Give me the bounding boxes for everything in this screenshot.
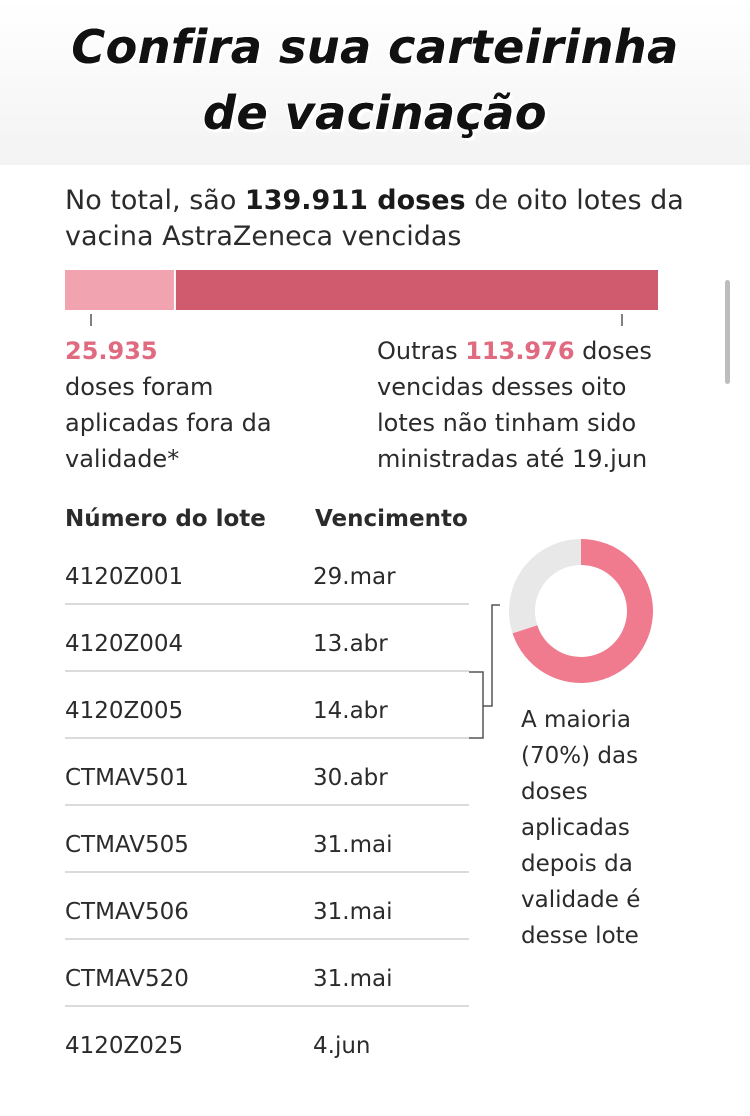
scrollbar-thumb[interactable] bbox=[725, 280, 730, 384]
expiry-cell: 29.mar bbox=[313, 564, 396, 590]
expiry-cell: 4.jun bbox=[313, 1033, 371, 1059]
expiry-cell: 13.abr bbox=[313, 631, 388, 657]
donut-note: A maioria (70%) das doses aplicadas depo… bbox=[521, 707, 641, 949]
lot-number-cell: CTMAV506 bbox=[65, 899, 189, 925]
not-applied-text-1: doses bbox=[574, 337, 652, 365]
not-applied-value: 113.976 bbox=[465, 337, 575, 365]
expiry-cell: 31.mai bbox=[313, 966, 393, 992]
intro-suffix: de oito lotes da vacina AstraZeneca venc… bbox=[65, 185, 684, 252]
lot-number-cell: 4120Z004 bbox=[65, 631, 184, 657]
title-line-2: de vacinação bbox=[203, 86, 547, 140]
expiry-cell: 31.mai bbox=[313, 832, 393, 858]
not-applied-text-2: vencidas desses oito lotes não tinham si… bbox=[377, 373, 648, 473]
header-expiry: Vencimento bbox=[315, 506, 468, 532]
applied-text: doses foram aplicadas fora da validade* bbox=[65, 373, 272, 473]
bracket-connector bbox=[483, 604, 500, 707]
applied-value: 25.935 bbox=[65, 337, 158, 365]
intro-highlight: 139.911 doses bbox=[244, 185, 466, 216]
expiry-cell: 31.mai bbox=[313, 899, 393, 925]
lot-number-cell: CTMAV501 bbox=[65, 765, 189, 791]
not-applied-prefix: Outras bbox=[377, 337, 466, 365]
not-applied-annotation: Outras 113.976 doses vencidas desses oit… bbox=[377, 333, 677, 477]
header-lot-number: Número do lote bbox=[65, 506, 266, 532]
donut-slice-0 bbox=[512, 539, 653, 683]
lot-number-cell: 4120Z005 bbox=[65, 698, 184, 724]
expiry-cell: 14.abr bbox=[313, 698, 388, 724]
bar-segment-applied bbox=[65, 270, 175, 310]
lot-number-cell: 4120Z025 bbox=[65, 1033, 184, 1059]
bar-segment-not-applied bbox=[174, 270, 658, 310]
lot-number-cell: CTMAV505 bbox=[65, 832, 189, 858]
expiry-cell: 30.abr bbox=[313, 765, 388, 791]
applied-annotation: 25.935 doses foram aplicadas fora da val… bbox=[65, 333, 325, 477]
rows-bracket bbox=[469, 671, 484, 739]
intro-prefix: No total, são bbox=[65, 185, 245, 216]
title-line-1: Confira sua carteirinha bbox=[71, 20, 679, 74]
lot-number-cell: CTMAV520 bbox=[65, 966, 189, 992]
lot-number-cell: 4120Z001 bbox=[65, 564, 184, 590]
header-band bbox=[0, 0, 750, 165]
page-title: Confira sua carteirinha de vacinação bbox=[0, 14, 750, 146]
donut-slice-1 bbox=[508, 539, 581, 634]
intro-text: No total, são 139.911 doses de oito lote… bbox=[65, 183, 705, 255]
